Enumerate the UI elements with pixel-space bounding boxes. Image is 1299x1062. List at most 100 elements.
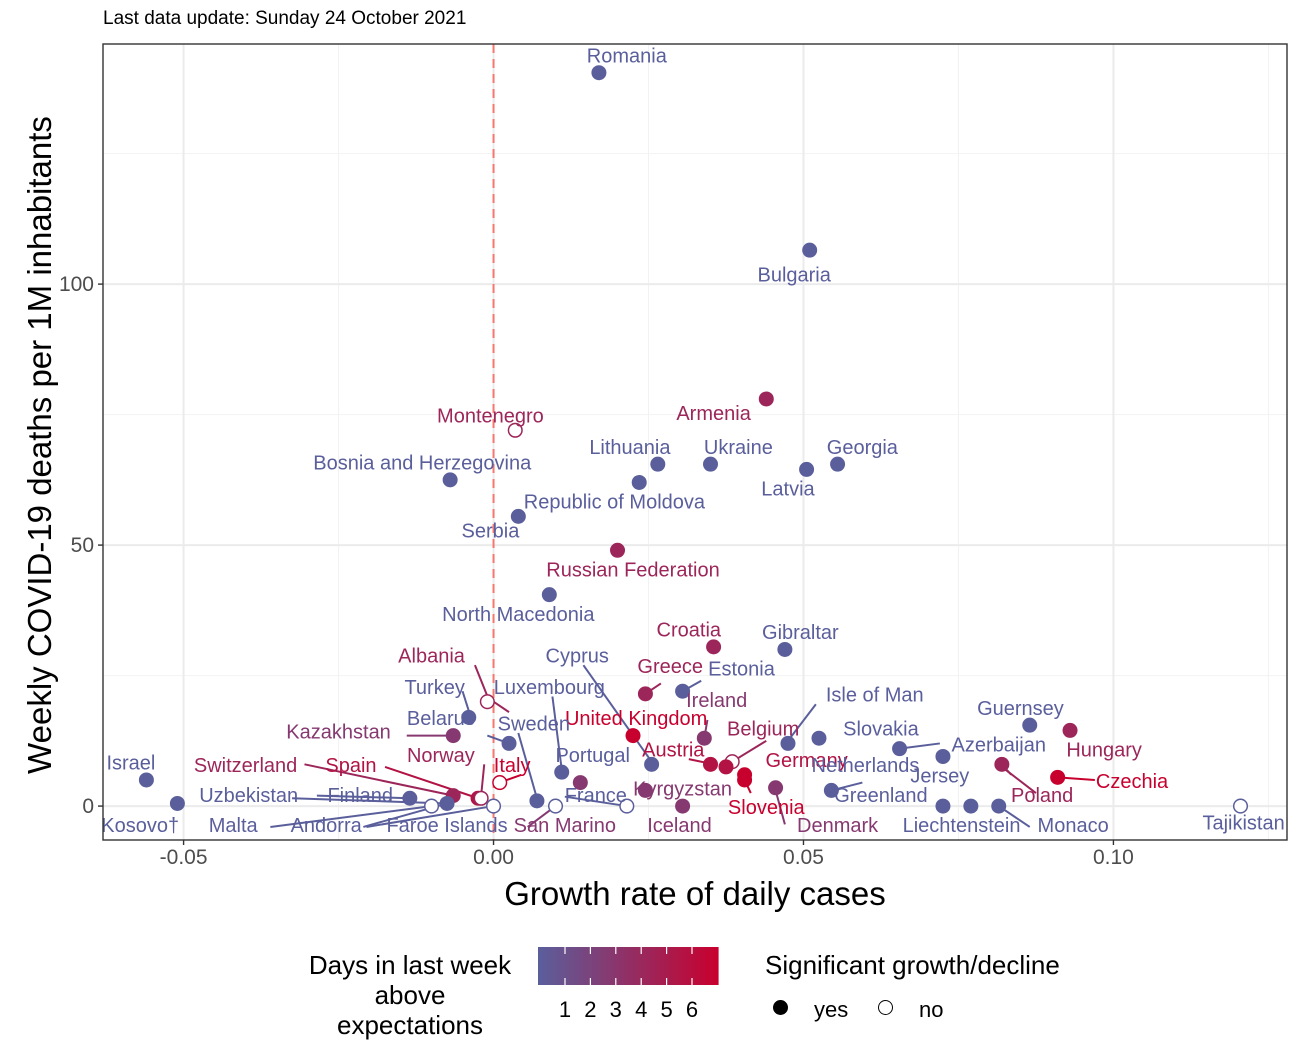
color-bar-segment (664, 947, 670, 985)
data-point-significant (758, 391, 774, 407)
country-label: Iceland (647, 815, 712, 837)
country-label: Kyrgyzstan (633, 779, 732, 801)
country-label: Azerbaijan (951, 734, 1046, 756)
point-labels: Romania Bulgaria Armenia Montenegro Lithuani… (101, 45, 1284, 837)
country-label: Italy (494, 755, 531, 777)
label-connector-line (366, 805, 494, 828)
country-label: Albania (398, 646, 466, 668)
data-point-not-significant (485, 798, 502, 814)
data-point-significant (696, 730, 712, 746)
country-label: Belarus (407, 708, 475, 730)
shape-legend-item-yes: yes (773, 997, 848, 1023)
country-label: Latvia (761, 479, 815, 501)
y-axis-label-text: Weekly COVID-19 deaths per 1M inhabitant… (21, 116, 58, 774)
data-point-significant (637, 782, 653, 798)
color-bar-segment (596, 947, 602, 985)
data-point-significant (572, 775, 588, 791)
data-point-significant (675, 683, 691, 699)
data-point-significant (442, 472, 458, 488)
color-bar-segment (614, 947, 620, 985)
data-point-significant (802, 242, 818, 258)
data-point-significant (935, 798, 951, 814)
label-connector-line (517, 732, 538, 799)
chart-subtitle: Last data update: Sunday 24 October 2021 (103, 8, 467, 29)
country-label: North Macedonia (442, 604, 595, 626)
country-label: Czechia (1096, 771, 1169, 793)
color-bar-segment (605, 947, 611, 985)
data-point-significant (702, 756, 718, 772)
color-bar-tick-label: 4 (635, 997, 647, 1022)
y-tick-label: 0 (82, 795, 94, 818)
color-legend-title-line: Days in last week (308, 950, 512, 980)
label-connector-line (316, 794, 410, 800)
country-label: Finland (327, 785, 393, 807)
country-label: San Marino (514, 815, 616, 837)
color-bar-segment (704, 947, 710, 985)
data-point-significant (1022, 717, 1038, 733)
data-point-significant (591, 65, 607, 81)
color-bar-segment (551, 947, 557, 985)
country-label: Faroe Islands (386, 815, 507, 837)
data-point-significant (510, 508, 526, 524)
country-label: Greenland (834, 785, 927, 807)
data-point-significant (625, 728, 641, 744)
data-point-significant (637, 686, 653, 702)
label-connector-line (492, 700, 510, 713)
country-label: Serbia (462, 520, 521, 542)
color-bar-segment (623, 947, 629, 985)
country-label: Lithuania (589, 437, 671, 459)
color-bar-segment (556, 947, 562, 985)
data-point-significant (718, 759, 734, 775)
data-point-significant (1062, 722, 1078, 738)
data-point-significant (963, 798, 979, 814)
data-point-significant (892, 741, 908, 757)
data-point-not-significant (423, 798, 440, 814)
color-bar-segment (628, 947, 634, 985)
data-point-significant (935, 748, 951, 764)
data-points (138, 65, 1249, 814)
color-bar-tick-label: 3 (610, 997, 622, 1022)
country-label: Austria (642, 740, 705, 762)
country-label: Russian Federation (546, 559, 719, 581)
color-bar-segment (677, 947, 683, 985)
color-bar-segment (574, 947, 580, 985)
data-point-significant (650, 456, 666, 472)
country-label: Israel (106, 753, 155, 775)
data-point-significant (501, 735, 517, 751)
open-circle-icon (878, 1000, 893, 1015)
color-bar-segment (713, 947, 719, 985)
color-bar-segment (646, 947, 652, 985)
data-point-significant (541, 587, 557, 603)
data-point-not-significant (1232, 798, 1249, 814)
country-label: Jersey (910, 766, 969, 788)
data-point-not-significant (479, 694, 495, 710)
grid-lines (103, 44, 1287, 840)
color-bar-segment (542, 947, 548, 985)
color-bar-segment (673, 947, 679, 985)
color-bar-segment (565, 947, 571, 985)
country-label: Turkey (404, 677, 464, 699)
data-point-significant (402, 790, 418, 806)
color-bar-segment (632, 947, 638, 985)
country-label: Uzbekistan (199, 785, 298, 807)
country-label: Armenia (676, 403, 751, 425)
color-bar-segment (682, 947, 688, 985)
x-tick-label: 0.10 (1093, 846, 1134, 869)
country-label: Monaco (1038, 815, 1109, 837)
data-point-significant (461, 709, 477, 725)
data-point-significant (702, 456, 718, 472)
data-point-not-significant (473, 790, 489, 806)
color-legend-title: Days in last week above expectations (290, 950, 530, 1040)
color-bar-segment (560, 947, 566, 985)
data-point-not-significant (619, 798, 635, 814)
country-label: Estonia (708, 659, 776, 681)
country-label: United Kingdom (565, 708, 707, 730)
country-label: Andorra (291, 815, 363, 837)
color-legend-title-line: above (374, 980, 446, 1010)
country-label: Isle of Man (826, 685, 924, 707)
color-bar-segment (695, 947, 701, 985)
country-label: Croatia (657, 619, 722, 641)
data-point-significant (644, 756, 660, 772)
data-point-significant (768, 780, 784, 796)
